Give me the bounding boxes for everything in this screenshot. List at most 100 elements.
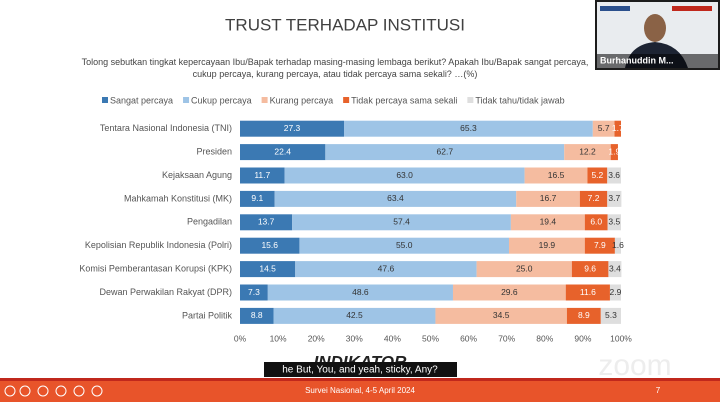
bar-segment: [584, 237, 615, 254]
subtitle-box: Tolong sebutkan tingkat kepercayaan Ibu/…: [82, 57, 589, 79]
bar-segment: [273, 307, 436, 324]
value-label: 62.7: [437, 146, 454, 156]
y-tick-label: Mahkamah Konstitusi (MK): [124, 193, 232, 203]
control-button[interactable]: [37, 385, 49, 397]
value-label: 2.9: [610, 287, 622, 297]
value-label: 5.2: [591, 170, 603, 180]
bar-segment: [240, 190, 275, 207]
legend-swatch: [102, 97, 108, 103]
bar-segment: [614, 120, 621, 137]
video-banner: [672, 6, 712, 11]
bar-segment: [325, 144, 565, 161]
participant-name: Burhanuddin M...: [600, 55, 674, 65]
x-tick-label: 60%: [460, 333, 477, 343]
x-tick-label: 0%: [234, 333, 247, 343]
bar-segment: [608, 261, 622, 278]
bar-segment: [452, 284, 566, 301]
footer-text: Survei Nasional, 4-5 April 2024: [305, 386, 415, 395]
bar-segment: [565, 284, 610, 301]
bar-segment: [587, 167, 608, 184]
bar-segment: [571, 261, 609, 278]
value-label: 8.9: [578, 310, 590, 320]
control-button[interactable]: [91, 385, 103, 397]
value-label: 19.4: [540, 217, 557, 227]
bar-segment: [267, 284, 453, 301]
value-label: 19.9: [539, 240, 556, 250]
value-label: 15.6: [261, 240, 278, 250]
value-label: 48.6: [352, 287, 369, 297]
bar-segment: [240, 284, 268, 301]
value-label: 29.6: [501, 287, 518, 297]
control-button[interactable]: [4, 385, 16, 397]
x-tick-label: 100%: [610, 333, 632, 343]
value-label: 6.0: [590, 217, 602, 227]
x-tick-label: 90%: [574, 333, 591, 343]
value-label: 3.7: [608, 193, 620, 203]
bar-segment: [566, 307, 601, 324]
value-label: 3.6: [608, 170, 620, 180]
control-button[interactable]: [73, 385, 85, 397]
y-tick-label: Presiden: [196, 146, 232, 156]
legend-swatch: [183, 97, 190, 103]
value-label: 42.5: [346, 310, 363, 320]
bar-segment: [240, 214, 293, 231]
value-label: 5.3: [605, 310, 617, 320]
bar-segment: [476, 261, 572, 278]
value-label: 63.4: [387, 193, 404, 203]
axis: 0% 10% 20% 30% 40% 50% 60% 70% 80% 90% 100%: [234, 333, 632, 343]
bar-segment: [516, 190, 580, 207]
bar-segment: [240, 144, 326, 161]
name-bar: [597, 54, 718, 68]
bar-segment: [240, 261, 296, 278]
x-tick-label: 50%: [422, 333, 439, 343]
legend-label: Kurang percaya: [270, 95, 334, 105]
control-button[interactable]: [55, 385, 67, 397]
bar-segment: [299, 237, 509, 254]
bar-segment: [607, 190, 622, 207]
bar-segment: [284, 167, 525, 184]
x-tick-label: 70%: [498, 333, 515, 343]
bar-segment: [600, 307, 621, 324]
x-tick-label: 80%: [536, 333, 553, 343]
person-head: [644, 14, 666, 42]
value-label: 47.6: [378, 263, 395, 273]
value-label: 16.7: [540, 193, 557, 203]
value-label: 55.0: [396, 240, 413, 250]
bar-segment: [579, 190, 608, 207]
bar-segment: [610, 144, 618, 161]
value-label: 1.6: [612, 240, 624, 250]
legend-swatch: [261, 97, 268, 103]
bar-segment: [344, 120, 593, 137]
slide-controls: [4, 385, 103, 397]
bar-segment: [524, 167, 588, 184]
value-label: 12.2: [579, 146, 596, 156]
value-label: 3.5: [608, 217, 620, 227]
value-label: 11.6: [580, 287, 596, 297]
x-tick-label: 30%: [346, 333, 363, 343]
value-label: 3.4: [609, 263, 621, 273]
y-tick-label: Pengadilan: [187, 217, 232, 227]
value-label: 57.4: [393, 217, 410, 227]
caption: he But, You, and yeah, sticky, Any?: [282, 365, 438, 376]
value-label: 22.4: [274, 146, 291, 156]
bar-segment: [614, 237, 621, 254]
value-label: 34.5: [493, 310, 510, 320]
footer-accent: [0, 378, 720, 381]
bar-segment: [607, 167, 621, 184]
value-label: 7.3: [248, 287, 260, 297]
x-tick-label: 40%: [384, 333, 401, 343]
value-label: 9.1: [251, 193, 263, 203]
video-banner: [600, 6, 630, 11]
value-label: 5.7: [598, 123, 610, 133]
value-label: 11.7: [254, 170, 270, 180]
bar-segment: [292, 214, 511, 231]
control-button[interactable]: [19, 385, 31, 397]
value-label: 25.0: [516, 263, 533, 273]
bar-segment: [295, 261, 477, 278]
value-label: 65.3: [460, 123, 477, 133]
bar-segment: [508, 237, 585, 254]
x-tick-label: 20%: [308, 333, 325, 343]
value-label: 16.5: [548, 170, 565, 180]
bar-segment: [240, 237, 300, 254]
